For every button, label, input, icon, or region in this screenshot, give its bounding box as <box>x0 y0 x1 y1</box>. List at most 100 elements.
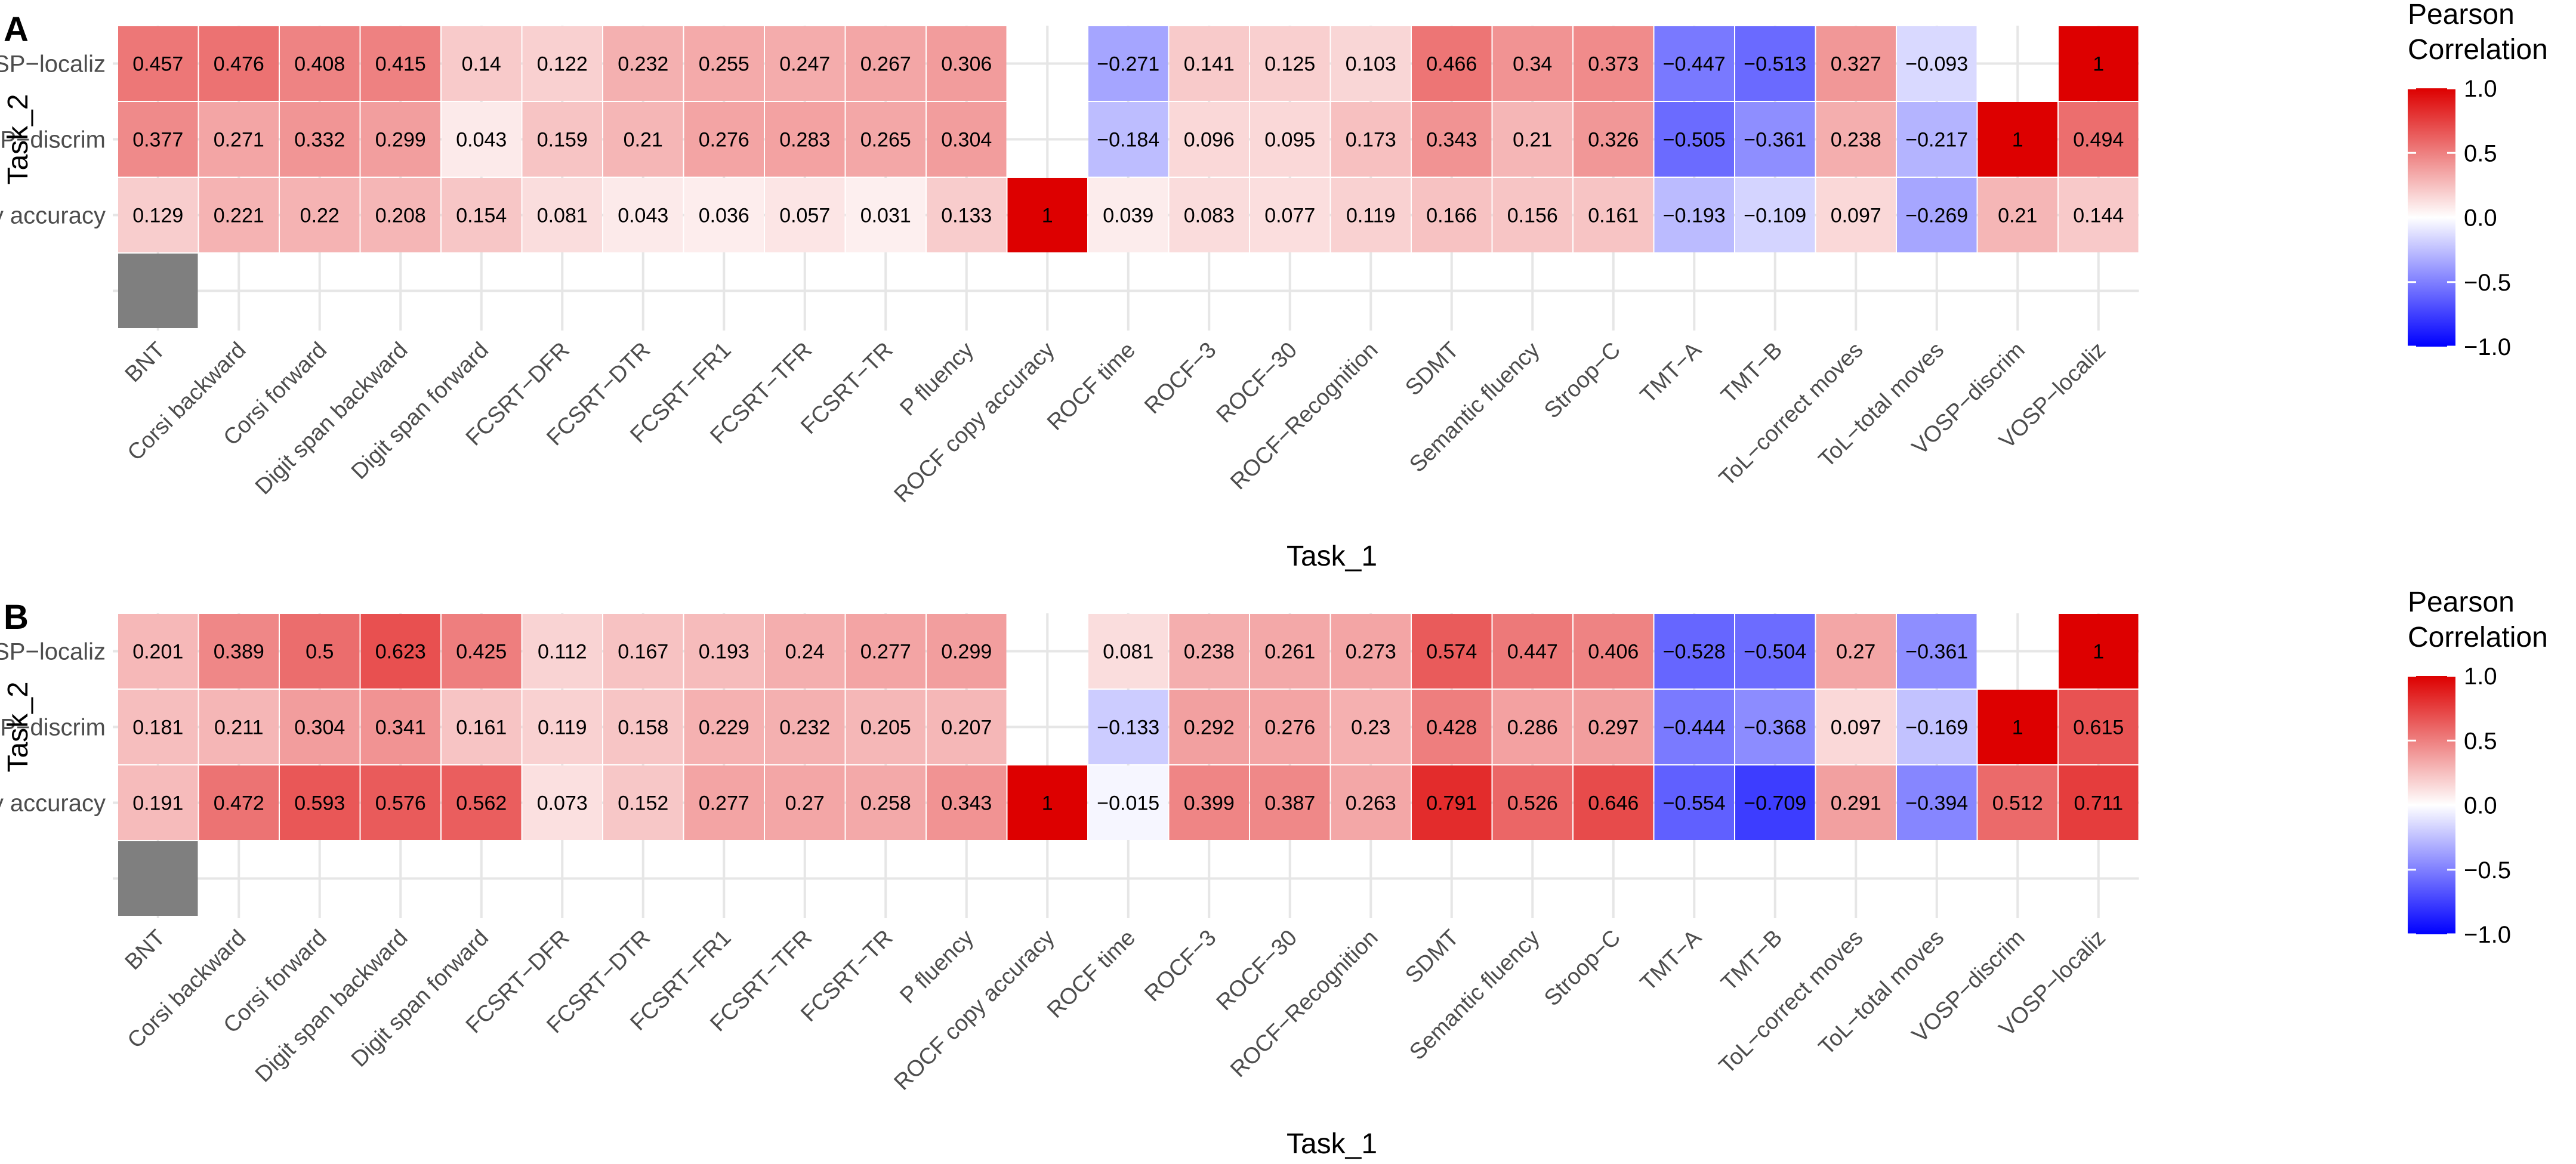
cell-value-label: 1 <box>2093 53 2104 76</box>
heatmap-cell <box>603 102 683 177</box>
heatmap-cell <box>2059 102 2139 177</box>
cell-value-label: −0.269 <box>1905 205 1968 227</box>
cell-value-label: 0.277 <box>860 641 911 663</box>
cell-value-label: −0.133 <box>1097 717 1159 739</box>
heatmap-cell <box>846 690 925 764</box>
heatmap-cell <box>1169 614 1249 688</box>
cell-value-label: 0.623 <box>375 641 426 663</box>
heatmap-cell <box>442 178 522 252</box>
cell-value-label: 0.161 <box>1588 205 1639 227</box>
cell-value-label: 0.036 <box>699 205 749 227</box>
cell-value-label: 0.122 <box>537 53 588 76</box>
heatmap-cell <box>927 614 1007 688</box>
heatmap-cell <box>360 765 440 840</box>
heatmap-cell <box>1977 690 2057 764</box>
cell-value-label: −0.504 <box>1744 641 1806 663</box>
heatmap-cell <box>927 178 1007 252</box>
heatmap-cell <box>442 765 522 840</box>
x-tick-label: Stroop−C <box>1540 925 1625 1011</box>
heatmap-cell <box>1331 26 1411 101</box>
heatmap-cell <box>1088 765 1168 840</box>
heatmap-cell <box>1735 178 1815 252</box>
cell-value-label: 0.167 <box>618 641 668 663</box>
heatmap-cell <box>684 614 764 688</box>
x-axis-title: Task_1 <box>1287 541 1377 572</box>
y-axis-title: Task_2 <box>2 681 34 772</box>
y-tick-label: ROCF copy accuracy <box>0 791 106 817</box>
heatmap-cell <box>1169 26 1249 101</box>
cell-value-label: 0.615 <box>2073 717 2124 739</box>
cell-value-label: 0.133 <box>941 205 992 227</box>
cell-value-label: −0.554 <box>1663 792 1726 815</box>
heatmap-cell <box>199 690 279 764</box>
cell-value-label: −0.444 <box>1663 717 1726 739</box>
heatmap-cell <box>1977 102 2057 177</box>
heatmap-cell <box>118 102 198 177</box>
heatmap-cell <box>1654 765 1734 840</box>
cell-value-label: 0.472 <box>214 792 264 815</box>
heatmap-cell <box>280 690 360 764</box>
heatmap-cell <box>1007 765 1087 840</box>
cell-value-label: 1 <box>2012 717 2023 739</box>
cell-value-label: 0.205 <box>860 717 911 739</box>
heatmap-cell <box>603 690 683 764</box>
heatmap-cell <box>1735 765 1815 840</box>
heatmap-cell <box>1574 102 1653 177</box>
heatmap-cell <box>1654 178 1734 252</box>
x-tick-label: ROCF−Recognition <box>1226 925 1383 1082</box>
cell-value-label: 0.261 <box>1264 641 1315 663</box>
cell-value-label: −0.109 <box>1744 205 1806 227</box>
cell-value-label: 0.646 <box>1588 792 1639 815</box>
y-tick-label: VOSP−localiz <box>0 51 106 78</box>
cell-value-label: 0.387 <box>1264 792 1315 815</box>
cell-value-label: 0.297 <box>1588 717 1639 739</box>
cell-value-label: 0.283 <box>779 129 830 152</box>
cell-value-label: 0.406 <box>1588 641 1639 663</box>
heatmap-cell <box>1412 690 1492 764</box>
cell-value-label: 0.574 <box>1426 641 1477 663</box>
x-tick-label: BNT <box>121 338 170 387</box>
heatmap-cell <box>1331 102 1411 177</box>
heatmap-cell <box>1977 765 2057 840</box>
panel-b: B 0.201 0.389 0.5 0.623 0.425 0.112 0.167 0.193 0… <box>0 586 2548 1160</box>
heatmap-cell <box>199 765 279 840</box>
heatmap-cell <box>1331 614 1411 688</box>
heatmap-cell <box>442 690 522 764</box>
x-tick-label: TMT−B <box>1717 925 1788 996</box>
heatmap-cell <box>1735 690 1815 764</box>
cell-value-label: 0.292 <box>1184 717 1235 739</box>
heatmap-cell <box>1574 178 1653 252</box>
cell-value-label: 0.125 <box>1264 53 1315 76</box>
heatmap-cell <box>927 26 1007 101</box>
x-tick-label: Digit span forward <box>347 925 493 1072</box>
legend-tick-label: 1.0 <box>2464 663 2497 690</box>
heatmap-cell <box>1250 102 1330 177</box>
heatmap-cell <box>1250 26 1330 101</box>
heatmap-cell <box>1492 765 1572 840</box>
cell-value-label: 0.247 <box>779 53 830 76</box>
y-tick-label: VOSP−localiz <box>0 639 106 665</box>
cell-value-label: 0.326 <box>1588 129 1639 152</box>
x-tick-label: ROCF copy accuracy <box>890 338 1060 508</box>
heatmap-cell <box>1897 178 1977 252</box>
cell-value-label: 0.562 <box>456 792 507 815</box>
heatmap-cell <box>1735 102 1815 177</box>
heatmap-cell <box>118 690 198 764</box>
heatmap-cell <box>1088 26 1168 101</box>
cell-value-label: 0.271 <box>214 129 264 152</box>
panel-label: A <box>4 10 29 49</box>
heatmap-cell <box>603 178 683 252</box>
heatmap-cell <box>846 614 925 688</box>
cell-value-label: 0.119 <box>538 717 587 739</box>
heatmap-cell <box>1088 614 1168 688</box>
legend-tick-label: −1.0 <box>2464 922 2511 948</box>
heatmap-cell <box>1654 614 1734 688</box>
color-legend: Pearson Correlation 1.0 0.5 0.0 −0.5 −1.0 <box>2408 586 2548 948</box>
panel-label: B <box>4 598 29 637</box>
cell-value-label: 0.081 <box>537 205 588 227</box>
cell-value-label: 0.043 <box>456 129 507 152</box>
legend-title-line2: Correlation <box>2408 34 2548 66</box>
heatmap-cell <box>684 102 764 177</box>
x-tick-label: BNT <box>121 925 170 975</box>
heatmap-cell <box>1088 178 1168 252</box>
